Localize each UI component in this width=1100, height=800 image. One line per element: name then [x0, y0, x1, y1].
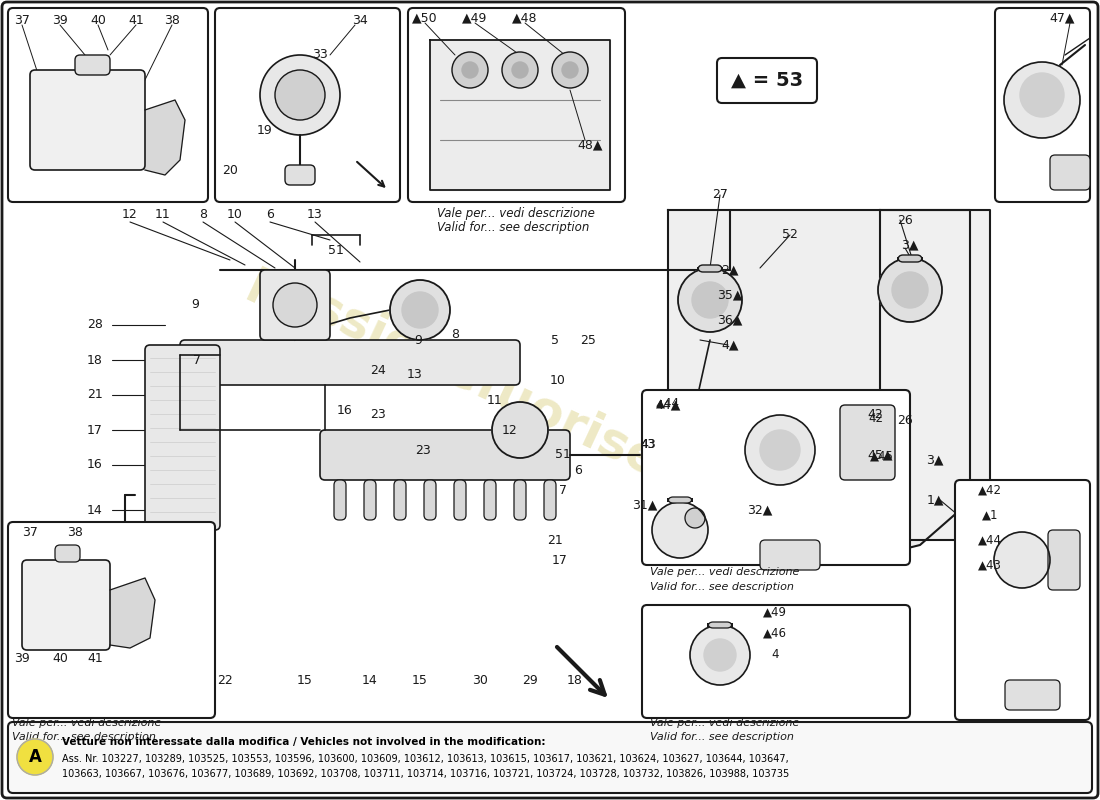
Text: 9: 9	[191, 298, 199, 311]
Text: 17: 17	[552, 554, 568, 566]
FancyBboxPatch shape	[717, 58, 817, 103]
Text: 48▲: 48▲	[578, 138, 603, 151]
Text: 43: 43	[640, 438, 656, 451]
Text: 30: 30	[472, 674, 488, 686]
Text: 15: 15	[297, 674, 312, 686]
Text: 42: 42	[867, 409, 883, 422]
Text: 43: 43	[640, 438, 656, 451]
Text: Vale per... vedi descrizione: Vale per... vedi descrizione	[650, 718, 800, 728]
Polygon shape	[145, 100, 185, 175]
Text: 44▲: 44▲	[656, 398, 681, 411]
Text: 6: 6	[266, 209, 274, 222]
Text: 18: 18	[568, 674, 583, 686]
Text: ▲42: ▲42	[978, 483, 1002, 497]
FancyBboxPatch shape	[514, 480, 526, 520]
Text: 32▲: 32▲	[747, 503, 772, 517]
Text: Valid for... see description: Valid for... see description	[437, 221, 590, 234]
Text: 15: 15	[412, 674, 428, 686]
Circle shape	[685, 508, 705, 528]
Circle shape	[652, 502, 708, 558]
Text: 37: 37	[14, 14, 30, 26]
Circle shape	[512, 62, 528, 78]
Text: Vale per... vedi descrizione: Vale per... vedi descrizione	[650, 567, 800, 577]
Circle shape	[878, 258, 942, 322]
FancyBboxPatch shape	[260, 270, 330, 340]
FancyBboxPatch shape	[8, 722, 1092, 793]
FancyBboxPatch shape	[30, 70, 145, 170]
Text: ▲ = 53: ▲ = 53	[730, 70, 803, 90]
FancyBboxPatch shape	[668, 497, 692, 503]
Text: 45▲: 45▲	[867, 449, 893, 462]
FancyBboxPatch shape	[996, 8, 1090, 202]
Text: ▲49: ▲49	[763, 606, 786, 618]
FancyBboxPatch shape	[760, 540, 820, 570]
Text: ▲45: ▲45	[870, 450, 894, 462]
Text: 35▲: 35▲	[717, 289, 743, 302]
Circle shape	[260, 55, 340, 135]
Text: Vale per... vedi descrizione: Vale per... vedi descrizione	[437, 206, 595, 219]
Text: 11: 11	[487, 394, 503, 406]
FancyBboxPatch shape	[454, 480, 466, 520]
Text: Valid for... see description: Valid for... see description	[650, 582, 794, 592]
Circle shape	[562, 62, 578, 78]
FancyBboxPatch shape	[898, 255, 922, 262]
Text: ▲44: ▲44	[978, 534, 1002, 546]
Text: 10: 10	[550, 374, 565, 386]
Circle shape	[275, 70, 324, 120]
Circle shape	[552, 52, 589, 88]
FancyBboxPatch shape	[1005, 680, 1060, 710]
Text: 23: 23	[370, 409, 386, 422]
FancyBboxPatch shape	[180, 340, 520, 385]
Polygon shape	[110, 578, 155, 648]
FancyBboxPatch shape	[642, 390, 910, 565]
Text: 13: 13	[407, 369, 422, 382]
Text: ▲50: ▲50	[412, 11, 438, 25]
Text: 4: 4	[771, 649, 779, 662]
Text: ▲48: ▲48	[513, 11, 538, 25]
Text: 14: 14	[362, 674, 378, 686]
Text: 7: 7	[559, 483, 566, 497]
FancyBboxPatch shape	[364, 480, 376, 520]
Text: Ass. Nr. 103227, 103289, 103525, 103553, 103596, 103600, 103609, 103612, 103613,: Ass. Nr. 103227, 103289, 103525, 103553,…	[62, 754, 789, 764]
Text: 12: 12	[122, 209, 138, 222]
Text: Valid for... see description: Valid for... see description	[12, 732, 156, 742]
FancyBboxPatch shape	[484, 480, 496, 520]
Text: 21: 21	[87, 389, 103, 402]
Text: 16: 16	[337, 403, 353, 417]
Text: 25: 25	[580, 334, 596, 346]
Text: 40: 40	[90, 14, 106, 26]
Text: 28: 28	[87, 318, 103, 331]
Circle shape	[760, 430, 800, 470]
Text: 20: 20	[222, 163, 238, 177]
Text: 51: 51	[328, 243, 344, 257]
FancyBboxPatch shape	[840, 405, 895, 480]
Text: A: A	[29, 748, 42, 766]
Text: 26: 26	[898, 414, 913, 426]
Text: 38: 38	[164, 14, 180, 26]
Text: Valid for... see description: Valid for... see description	[650, 732, 794, 742]
Text: 1▲: 1▲	[926, 494, 944, 506]
FancyBboxPatch shape	[544, 480, 556, 520]
Polygon shape	[430, 40, 610, 190]
Text: ▲44: ▲44	[656, 397, 680, 410]
Polygon shape	[880, 210, 990, 540]
Circle shape	[690, 625, 750, 685]
Text: 14: 14	[87, 503, 103, 517]
Text: 2▲: 2▲	[722, 263, 739, 277]
Circle shape	[462, 62, 478, 78]
FancyBboxPatch shape	[408, 8, 625, 202]
Text: ▲43: ▲43	[978, 558, 1002, 571]
Text: 21: 21	[547, 534, 563, 546]
Text: 19: 19	[257, 123, 273, 137]
Text: 7: 7	[192, 354, 201, 366]
Text: 8: 8	[199, 209, 207, 222]
FancyBboxPatch shape	[394, 480, 406, 520]
Text: 103663, 103667, 103676, 103677, 103689, 103692, 103708, 103711, 103714, 103716, : 103663, 103667, 103676, 103677, 103689, …	[62, 769, 790, 779]
Circle shape	[502, 52, 538, 88]
Circle shape	[1004, 62, 1080, 138]
Text: 42: 42	[869, 411, 883, 425]
Circle shape	[1020, 73, 1064, 117]
FancyBboxPatch shape	[708, 622, 732, 628]
FancyBboxPatch shape	[1048, 530, 1080, 590]
